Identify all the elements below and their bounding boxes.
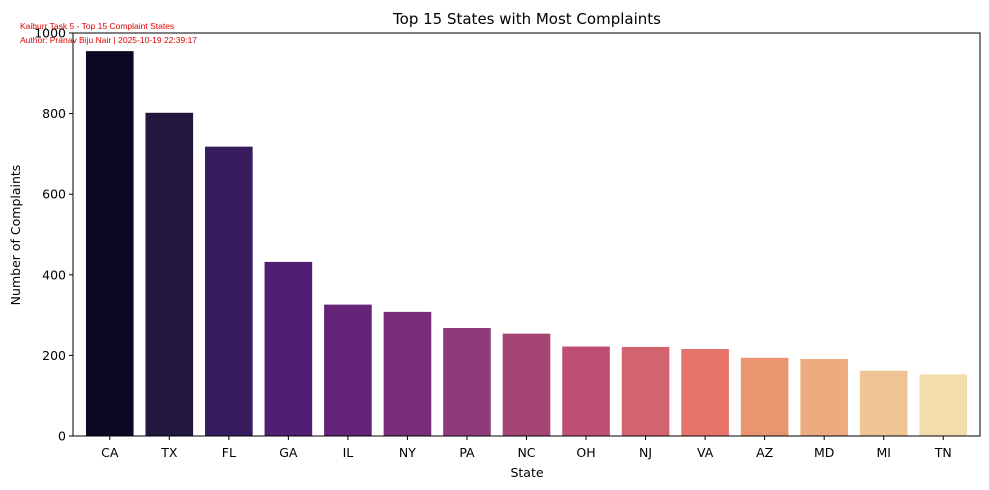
chart-title: Top 15 States with Most Complaints	[392, 10, 661, 28]
x-tick-label: NC	[517, 445, 535, 460]
x-tick-label: NY	[399, 445, 416, 460]
x-tick-label: NJ	[639, 445, 652, 460]
bar-pa	[443, 328, 491, 436]
x-tick-label: FL	[222, 445, 236, 460]
x-axis-label: State	[510, 465, 543, 480]
bar-ga	[264, 261, 313, 436]
x-tick-label: TX	[160, 445, 178, 460]
bar-ny	[383, 311, 432, 436]
x-tick-label: VA	[697, 445, 714, 460]
bar-va	[681, 348, 729, 436]
x-tick-label: AZ	[756, 445, 773, 460]
y-tick-label: 400	[42, 267, 66, 282]
x-tick-label: MI	[876, 445, 890, 460]
y-tick-label: 600	[42, 187, 66, 202]
bar-mi	[859, 370, 908, 436]
y-tick-label: 0	[58, 429, 66, 444]
watermark-author: Author: Pranav Biju Nair | 2025-10-19 22…	[20, 35, 198, 45]
bar-ca	[85, 51, 134, 436]
y-axis-label: Number of Complaints	[8, 165, 23, 306]
bar-tx	[145, 112, 194, 436]
y-tick-label: 200	[42, 348, 66, 363]
x-tick-label: CA	[101, 445, 119, 460]
watermark-title: Kaiburr Task 5 - Top 15 Complaint States	[20, 21, 175, 31]
bar-il	[324, 304, 372, 436]
x-tick-label: MD	[814, 445, 834, 460]
bar-fl	[205, 146, 253, 436]
y-tick-label: 1000	[34, 26, 66, 41]
y-tick-label: 800	[42, 106, 66, 121]
bar-oh	[562, 346, 610, 436]
bar-nc	[502, 333, 551, 436]
bar-md	[800, 359, 848, 436]
x-tick-label: IL	[343, 445, 354, 460]
bar-tn	[919, 374, 968, 436]
plot-frame	[72, 32, 981, 437]
x-tick-label: PA	[459, 445, 475, 460]
x-tick-label: GA	[279, 445, 298, 460]
x-tick-label: OH	[576, 445, 595, 460]
x-tick-label: TN	[934, 445, 952, 460]
bar-az	[740, 357, 789, 436]
bar-nj	[621, 346, 670, 436]
